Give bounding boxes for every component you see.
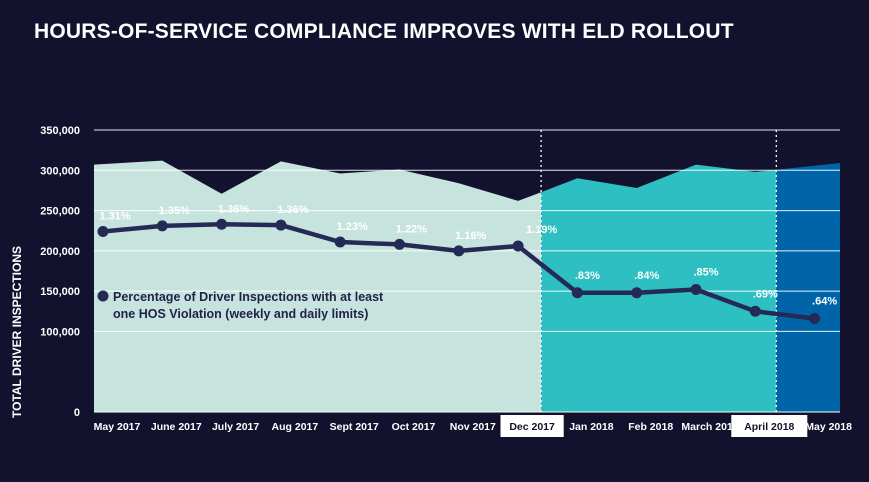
data-label: 1.31% bbox=[99, 211, 130, 223]
chart-title: HOURS-OF-SERVICE COMPLIANCE IMPROVES WIT… bbox=[34, 20, 734, 43]
x-tick-highlight-bg bbox=[500, 415, 564, 437]
x-tick-highlight-bg bbox=[731, 415, 808, 437]
data-label: .83% bbox=[575, 270, 600, 282]
data-label: .85% bbox=[693, 267, 718, 279]
line-layer bbox=[97, 218, 821, 325]
data-labels: 1.31% 1.35% 1.36% 1.36% 1.23% 1.22% 1.16% 1.19%… bbox=[99, 203, 837, 307]
violation-point bbox=[809, 313, 821, 325]
x-tick-label: May 2018 bbox=[805, 421, 852, 433]
legend-label-line1: Percentage of Driver Inspections with at… bbox=[113, 290, 384, 304]
x-tick-label: June 2017 bbox=[151, 421, 202, 433]
data-label: .64% bbox=[812, 296, 837, 308]
data-label: 1.36% bbox=[277, 204, 308, 216]
data-label: .69% bbox=[753, 288, 778, 300]
x-tick-label: Aug 2017 bbox=[272, 421, 319, 433]
y-axis: 0 100,000 150,000 200,000 250,000 300,000 350,… bbox=[40, 125, 80, 419]
area-segment-eld-phase bbox=[541, 164, 777, 412]
y-tick-label: 250,000 bbox=[40, 206, 80, 218]
grid-layer bbox=[94, 129, 840, 413]
data-label: 1.16% bbox=[455, 230, 486, 242]
x-tick-label: Dec 2017 bbox=[509, 421, 555, 433]
violation-point bbox=[156, 220, 168, 232]
data-label: 1.36% bbox=[218, 203, 249, 215]
x-tick-label: Feb 2018 bbox=[628, 421, 673, 433]
violation-point bbox=[512, 240, 524, 252]
x-tick-label: Nov 2017 bbox=[450, 421, 496, 433]
data-label: 1.22% bbox=[396, 223, 427, 235]
x-tick-label: Jan 2018 bbox=[569, 421, 614, 433]
x-tick-label: May 2017 bbox=[94, 421, 141, 433]
violation-point bbox=[690, 284, 702, 296]
violation-point bbox=[571, 287, 583, 299]
x-tick-label: July 2017 bbox=[212, 421, 259, 433]
area-segment-pre-eld bbox=[94, 160, 542, 412]
violation-point bbox=[97, 226, 109, 238]
violation-point bbox=[453, 245, 465, 257]
x-tick-label: Oct 2017 bbox=[392, 421, 436, 433]
violation-point bbox=[749, 305, 761, 317]
y-tick-label: 350,000 bbox=[40, 125, 80, 137]
legend-marker bbox=[97, 290, 109, 302]
violation-point bbox=[334, 236, 346, 248]
y-tick-label: 0 bbox=[74, 407, 80, 419]
legend-label-line2: one HOS Violation (weekly and daily limi… bbox=[113, 307, 368, 321]
x-axis: May 2017 June 2017 July 2017 Aug 2017 Sept 2… bbox=[94, 415, 852, 437]
violation-point bbox=[275, 219, 287, 231]
violation-point bbox=[631, 287, 643, 299]
area-layer bbox=[94, 160, 840, 412]
x-tick-label: April 2018 bbox=[744, 421, 794, 433]
area-segment-post-eld bbox=[776, 163, 840, 412]
y-tick-label: 300,000 bbox=[40, 165, 80, 177]
x-tick-label: Sept 2017 bbox=[330, 421, 379, 433]
data-label: 1.23% bbox=[337, 221, 368, 233]
data-label: 1.35% bbox=[159, 205, 190, 217]
y-tick-label: 100,000 bbox=[40, 326, 80, 338]
y-tick-label: 200,000 bbox=[40, 246, 80, 258]
y-axis-label: TOTAL DRIVER INSPECTIONS bbox=[10, 246, 24, 418]
data-label: .84% bbox=[634, 270, 659, 282]
x-tick-label: March 2018 bbox=[681, 421, 738, 433]
y-tick-label: 150,000 bbox=[40, 286, 80, 298]
data-label: 1.19% bbox=[526, 224, 557, 236]
legend: Percentage of Driver Inspections with at… bbox=[97, 290, 384, 321]
violation-point bbox=[216, 218, 228, 230]
violation-point bbox=[394, 238, 405, 250]
